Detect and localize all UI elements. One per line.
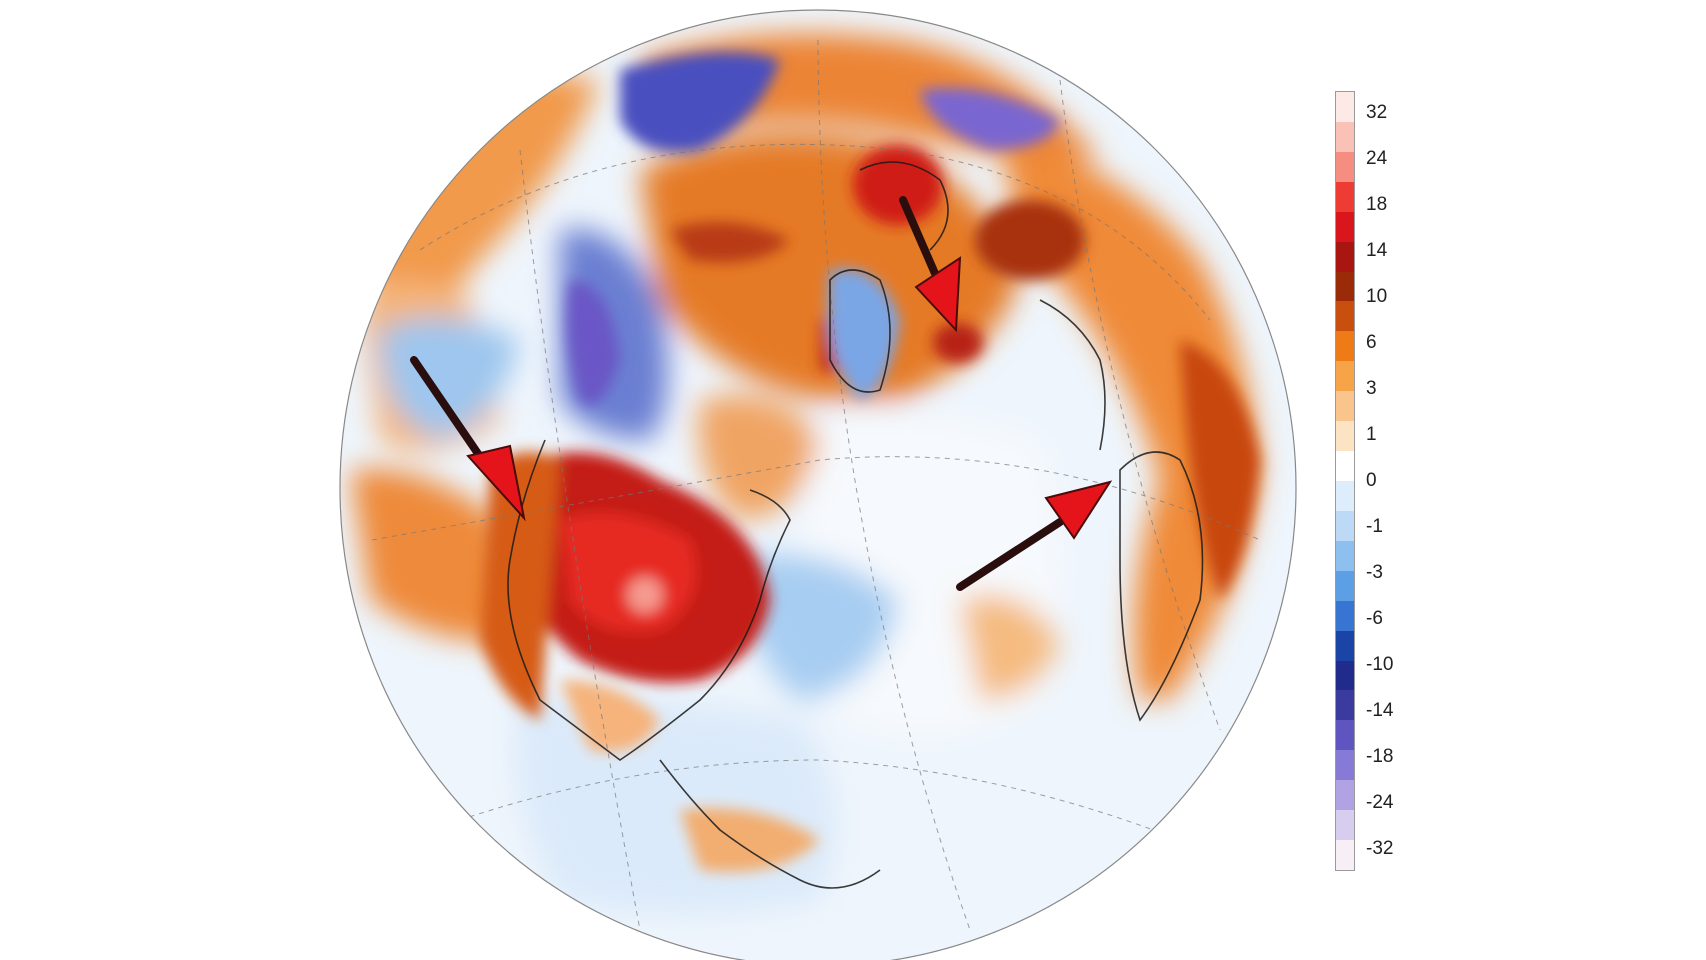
colorbar-swatch xyxy=(1336,451,1354,481)
colorbar-tick-label: -3 xyxy=(1366,562,1383,583)
colorbar-swatch xyxy=(1336,540,1354,571)
colorbar-tick-label: 14 xyxy=(1366,240,1388,261)
colorbar-swatch xyxy=(1336,241,1354,272)
colorbar-swatch xyxy=(1336,391,1354,422)
colorbar-swatch xyxy=(1336,301,1354,332)
colorbar-tick-label: -10 xyxy=(1366,654,1394,675)
colorbar-swatch xyxy=(1336,151,1354,182)
colorbar-swatch xyxy=(1336,361,1354,392)
colorbar-tick-label: 1 xyxy=(1366,424,1377,445)
colorbar-tick-label: 18 xyxy=(1366,194,1388,215)
colorbar-tick-label: -1 xyxy=(1366,516,1383,537)
colorbar-swatch xyxy=(1336,211,1354,242)
colorbar-swatch xyxy=(1336,810,1354,841)
colorbar-swatch xyxy=(1336,331,1354,362)
colorbar-swatch xyxy=(1336,720,1354,751)
colorbar-tick-label: 0 xyxy=(1366,470,1377,491)
colorbar-swatch xyxy=(1336,600,1354,631)
globe-outline xyxy=(339,9,1297,960)
colorbar-swatch xyxy=(1336,421,1354,452)
colorbar-tick-label: -18 xyxy=(1366,746,1394,767)
colorbar-tick-label: -14 xyxy=(1366,700,1394,721)
arrow-europe xyxy=(956,480,1113,591)
colorbar-tick-label: 3 xyxy=(1366,378,1377,399)
colorbar xyxy=(1335,91,1355,871)
colorbar-tick-label: 32 xyxy=(1366,102,1388,123)
colorbar-swatch xyxy=(1336,570,1354,601)
colorbar-tick-label: -24 xyxy=(1366,792,1394,813)
colorbar-swatch xyxy=(1336,510,1354,541)
colorbar-swatch xyxy=(1336,480,1354,511)
colorbar-swatch xyxy=(1336,840,1354,870)
arrow-siberia xyxy=(899,196,962,333)
colorbar-tick-label: 10 xyxy=(1366,286,1388,307)
colorbar-swatch xyxy=(1336,630,1354,661)
colorbar-swatch xyxy=(1336,780,1354,811)
colorbar-tick-label: 24 xyxy=(1366,148,1388,169)
colorbar-tick-label: 6 xyxy=(1366,332,1377,353)
colorbar-swatch xyxy=(1336,690,1354,721)
colorbar-swatch xyxy=(1336,750,1354,781)
colorbar-swatch xyxy=(1336,121,1354,152)
colorbar-swatch xyxy=(1336,660,1354,691)
colorbar-labels: 32 24 18 14 10 6 3 1 0 -1 -3 -6 -10 -14 … xyxy=(1366,91,1426,871)
colorbar-swatch xyxy=(1336,181,1354,212)
arrow-west-usa xyxy=(410,356,526,522)
globe xyxy=(340,10,1296,960)
colorbar-swatch xyxy=(1336,271,1354,302)
colorbar-tick-label: -6 xyxy=(1366,608,1383,629)
colorbar-tick-label: -32 xyxy=(1366,838,1394,859)
colorbar-swatch xyxy=(1336,92,1354,122)
